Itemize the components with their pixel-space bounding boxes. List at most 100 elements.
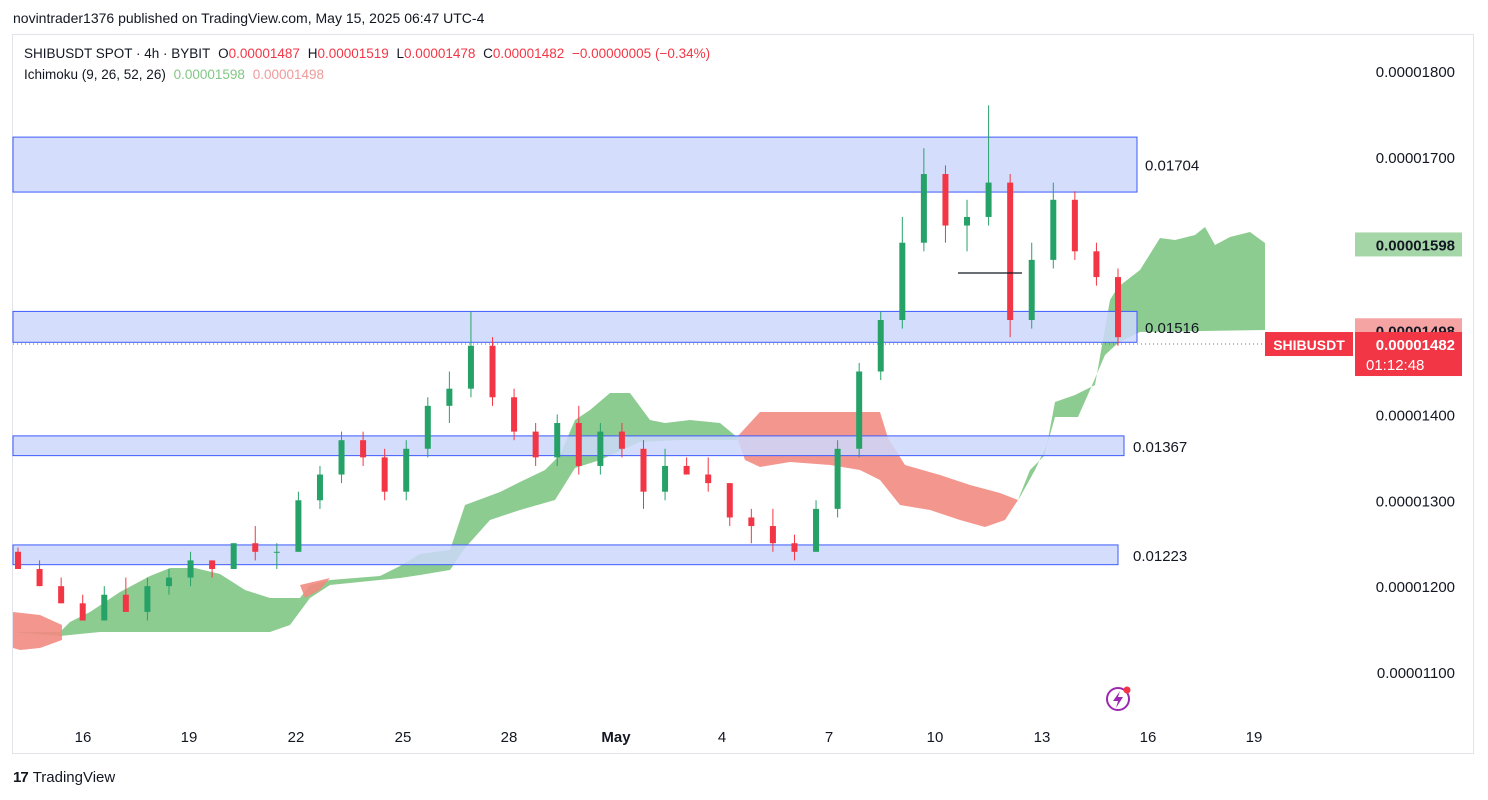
candle-body[interactable] xyxy=(662,465,669,492)
candle-body[interactable] xyxy=(381,457,388,492)
publisher-line: novintrader1376 published on TradingView… xyxy=(13,10,485,26)
candle-body[interactable] xyxy=(705,474,712,484)
candle-body[interactable] xyxy=(640,448,647,492)
candle-body[interactable] xyxy=(144,586,151,612)
x-axis-tick-label: 19 xyxy=(1246,729,1263,746)
candle-body[interactable] xyxy=(36,568,43,587)
candle-body[interactable] xyxy=(726,483,733,518)
indicator-legend: Ichimoku (9, 26, 52, 26) 0.00001598 0.00… xyxy=(24,67,328,82)
y-axis-tick-label: 0.00001100 xyxy=(1377,665,1455,682)
candle-body[interactable] xyxy=(316,474,323,501)
candle-body[interactable] xyxy=(597,431,604,466)
candle-body[interactable] xyxy=(532,431,539,458)
candle-body[interactable] xyxy=(683,465,690,475)
zone-label: 0.01367 xyxy=(1133,439,1187,456)
candle-body[interactable] xyxy=(1050,199,1057,260)
candle-body[interactable] xyxy=(1093,251,1100,278)
symbol-tag xyxy=(1265,332,1353,357)
high-label: H xyxy=(307,46,318,61)
open-label: O xyxy=(218,46,229,61)
candle-body[interactable] xyxy=(1007,182,1014,320)
candle-body[interactable] xyxy=(1115,277,1121,338)
bar-countdown-label: 01:12:48 xyxy=(1366,357,1424,374)
candle-body[interactable] xyxy=(856,371,863,449)
ichimoku-cloud-bullish-future xyxy=(1018,227,1265,500)
candle-body[interactable] xyxy=(554,423,561,458)
symbol-info[interactable]: SHIBUSDT SPOT · 4h · BYBIT xyxy=(24,46,211,61)
ichimoku-cloud-bearish-small xyxy=(300,578,330,598)
candle-body[interactable] xyxy=(964,216,971,226)
candle-body[interactable] xyxy=(187,560,194,578)
y-axis-tick-label: 0.00001700 xyxy=(1376,150,1455,167)
support-resistance-zone[interactable] xyxy=(12,310,1138,343)
candle-body[interactable] xyxy=(985,182,992,217)
candle-body[interactable] xyxy=(273,551,280,553)
y-axis-tick-label: 0.00001800 xyxy=(1376,64,1455,81)
candle-body[interactable] xyxy=(58,586,65,604)
x-axis-tick-label: 28 xyxy=(501,729,518,746)
support-resistance-zone[interactable] xyxy=(12,435,1125,457)
open-value: 0.00001487 xyxy=(228,46,300,61)
candle-body[interactable] xyxy=(360,440,367,458)
zone-label: 0.01223 xyxy=(1133,548,1187,565)
span-a-value: 0.00001598 xyxy=(173,67,245,82)
candle-body[interactable] xyxy=(230,543,237,569)
candle-body[interactable] xyxy=(511,397,518,432)
brand-name: TradingView xyxy=(32,769,116,786)
candle-body[interactable] xyxy=(467,345,474,389)
span-a-price-tag xyxy=(1355,232,1462,257)
notification-dot-icon xyxy=(1123,686,1131,694)
candle-body[interactable] xyxy=(209,560,216,569)
y-axis-tick-label: 0.00001200 xyxy=(1376,579,1455,596)
lightning-alert-icon[interactable] xyxy=(1106,687,1130,711)
ohlc-legend: SHIBUSDT SPOT · 4h · BYBIT O0.00001487 H… xyxy=(24,46,714,61)
candle-body[interactable] xyxy=(791,543,798,552)
x-axis-tick-label: May xyxy=(601,729,631,746)
candle-body[interactable] xyxy=(122,594,129,612)
candle-body[interactable] xyxy=(295,500,302,552)
ichimoku-cloud-bullish xyxy=(13,393,737,636)
candle-body[interactable] xyxy=(920,174,927,243)
candle-body[interactable] xyxy=(15,551,21,569)
span-b-value: 0.00001498 xyxy=(252,67,325,82)
candle-body[interactable] xyxy=(424,405,431,449)
candle-body[interactable] xyxy=(101,594,108,621)
candle-body[interactable] xyxy=(489,345,496,398)
candle-body[interactable] xyxy=(1028,259,1035,320)
chart-frame xyxy=(12,34,1474,754)
low-value: 0.00001478 xyxy=(404,46,476,61)
tradingview-mark-icon: 17 xyxy=(13,769,29,786)
support-resistance-zone[interactable] xyxy=(12,136,1138,193)
candle-body[interactable] xyxy=(575,423,582,466)
candle-body[interactable] xyxy=(769,526,776,544)
x-axis-tick-label: 16 xyxy=(1140,729,1157,746)
support-resistance-zone[interactable] xyxy=(12,544,1119,566)
low-label: L xyxy=(396,46,405,61)
candle-body[interactable] xyxy=(1071,199,1078,252)
x-axis-tick-label: 25 xyxy=(395,729,412,746)
candle-body[interactable] xyxy=(618,431,625,449)
zone-label: 0.01516 xyxy=(1145,320,1199,337)
candle-body[interactable] xyxy=(877,319,884,372)
candle-body[interactable] xyxy=(813,508,820,552)
candle-body[interactable] xyxy=(446,388,453,406)
candle-body[interactable] xyxy=(748,517,755,527)
candle-body[interactable] xyxy=(899,242,906,320)
x-axis-tick-label: 19 xyxy=(181,729,198,746)
candle-body[interactable] xyxy=(834,448,841,509)
x-axis-tick-label: 4 xyxy=(718,729,726,746)
candle-body[interactable] xyxy=(403,448,410,492)
candle-body[interactable] xyxy=(942,174,949,226)
symbol-tag-label: SHIBUSDT xyxy=(1273,337,1345,353)
candle-body[interactable] xyxy=(165,577,172,587)
candle-body[interactable] xyxy=(79,603,86,621)
high-value: 0.00001519 xyxy=(317,46,389,61)
indicator-name[interactable]: Ichimoku (9, 26, 52, 26) xyxy=(24,67,166,82)
candle-body[interactable] xyxy=(252,543,259,552)
y-axis-tick-label: 0.00001400 xyxy=(1376,407,1455,424)
x-axis-tick-label: 7 xyxy=(825,729,833,746)
tradingview-logo[interactable]: 17 TradingView xyxy=(13,769,115,786)
close-label: C xyxy=(483,46,493,61)
candle-body[interactable] xyxy=(338,440,345,475)
